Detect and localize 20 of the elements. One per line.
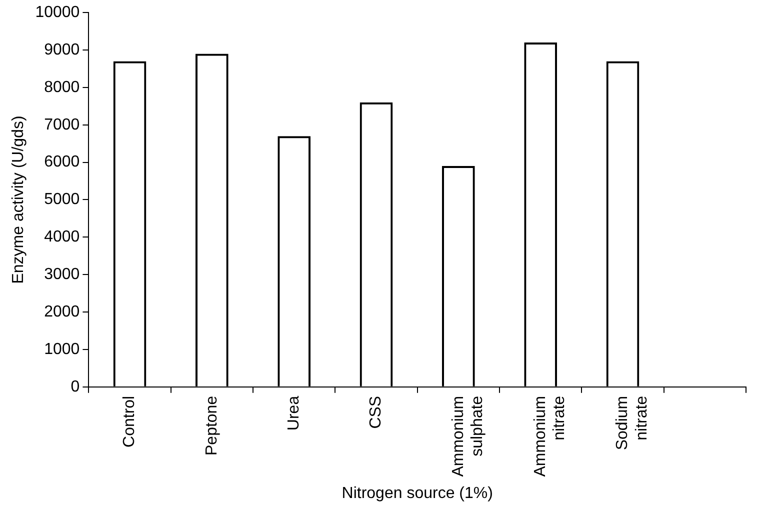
y-tick-label: 2000 xyxy=(44,303,80,320)
y-tick-label: 3000 xyxy=(44,266,80,284)
x-tick-label: Sodium nitrate xyxy=(614,396,650,450)
y-tick-label: 5000 xyxy=(44,191,80,208)
x-tick-label: Ammonium sulphate xyxy=(450,396,486,477)
y-tick-label: 6000 xyxy=(44,154,80,171)
y-tick-label: 8000 xyxy=(44,78,80,96)
y-tick-label: 7000 xyxy=(44,116,80,134)
x-tick-label: CSS xyxy=(368,396,385,429)
x-axis-title: Nitrogen source (1%) xyxy=(342,484,493,502)
y-tick-label: 10000 xyxy=(35,4,80,22)
x-tick-label: Urea xyxy=(286,396,303,431)
y-tick-label: 9000 xyxy=(44,41,80,58)
x-tick-label: Control xyxy=(121,396,138,448)
y-tick-label: 1000 xyxy=(44,340,80,358)
x-tick-label: Ammonium nitrate xyxy=(532,396,568,477)
y-tick-label: 4000 xyxy=(44,228,80,246)
y-axis-title: Enzyme activity (U/gds) xyxy=(10,116,28,284)
y-tick-label: 0 xyxy=(70,378,80,396)
x-tick-label: Peptone xyxy=(203,396,220,456)
